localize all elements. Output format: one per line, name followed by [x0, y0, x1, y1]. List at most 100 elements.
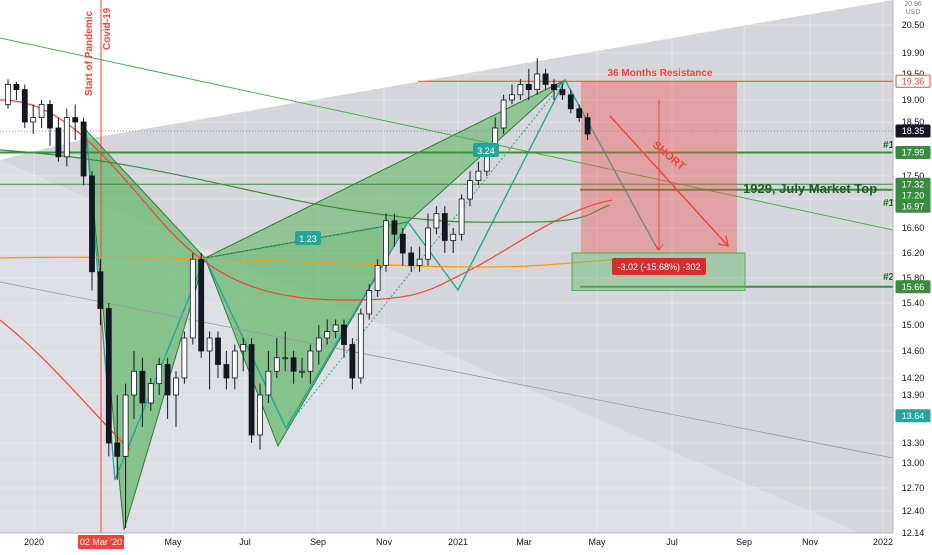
y-axis-currency: USD	[906, 9, 921, 16]
y-tick-label: 18.50	[902, 117, 925, 127]
y-tick-label: 14.20	[902, 373, 925, 383]
candle-4	[38, 100, 45, 128]
candle-body	[215, 337, 221, 365]
candle-44	[374, 259, 381, 297]
x-tick-label: Jul	[239, 537, 251, 547]
candle-14	[122, 383, 129, 528]
green-diagonal-trend	[0, 37, 893, 231]
candle-60	[509, 84, 515, 105]
candle-body	[576, 108, 583, 119]
price-tag-7	[895, 409, 931, 423]
candle-24	[206, 331, 213, 390]
candle-64	[542, 68, 549, 90]
candle-6	[55, 117, 62, 162]
candle-body	[416, 258, 423, 266]
ratio-1-label: 1.23	[299, 234, 317, 244]
candle-69	[584, 113, 591, 140]
candle-65	[551, 79, 557, 100]
price-tag-label: 13.64	[902, 411, 925, 421]
price-tag-1	[895, 124, 931, 138]
candle-body	[173, 377, 179, 396]
candle-body	[534, 73, 541, 91]
candle-23	[198, 253, 205, 358]
gray-diagonal-trend	[0, 281, 893, 459]
candle-41	[349, 338, 356, 390]
price-tag-label: 16.97	[902, 201, 925, 211]
candle-13	[114, 395, 121, 480]
price-tag-label: 17.99	[902, 147, 925, 157]
trend-lines	[0, 0, 893, 533]
candle-0	[5, 79, 11, 109]
candle-body	[131, 370, 137, 396]
ratio-1-badge	[295, 231, 321, 245]
candle-body	[156, 364, 163, 385]
candle-51	[433, 206, 440, 235]
candle-56	[475, 161, 482, 186]
price-tag-2	[895, 145, 931, 159]
candle-body	[189, 258, 196, 339]
candle-body	[332, 324, 339, 332]
candle-body	[223, 364, 230, 379]
candle-27	[231, 344, 238, 390]
candle-body	[559, 89, 566, 96]
candle-8	[72, 104, 79, 140]
y-tick-label: 16.20	[902, 248, 925, 258]
candle-body	[290, 357, 297, 372]
candle-32	[273, 338, 280, 378]
candle-body	[282, 357, 289, 360]
candle-body	[231, 350, 238, 379]
candle-body	[240, 344, 247, 352]
y-tick-label: 16.60	[902, 223, 925, 233]
candle-body	[458, 198, 465, 235]
ma-green	[0, 149, 611, 223]
candle-28	[240, 338, 247, 372]
candle-5	[47, 100, 53, 146]
y-tick-label: 12.70	[902, 483, 925, 493]
y-tick-label: 15.00	[902, 320, 925, 330]
candle-body	[105, 308, 112, 444]
y-tick-label: 17.50	[902, 171, 925, 181]
price-tag-label: 19.36	[902, 76, 925, 86]
price-tag-label: 17.32	[902, 179, 925, 189]
candle-body	[97, 271, 104, 309]
candle-body	[257, 394, 263, 436]
candle-body	[584, 117, 591, 135]
candle-body	[425, 227, 431, 260]
y-tick-label: 19.00	[902, 95, 925, 105]
candle-48	[408, 246, 415, 272]
candle-body	[21, 89, 28, 123]
candle-body	[366, 290, 373, 315]
candle-body	[181, 337, 188, 379]
candle-16	[139, 357, 146, 427]
candlesticks	[5, 58, 591, 528]
x-tick-label: 2020	[24, 537, 44, 547]
y-axis-panel[interactable]	[893, 0, 932, 550]
candle-body	[475, 170, 482, 181]
x-tick-label: 2021	[448, 537, 468, 547]
candle-body	[72, 117, 79, 123]
candle-38	[324, 319, 331, 345]
candle-34	[290, 351, 297, 384]
candle-12	[105, 303, 112, 457]
ratio-2-badge	[473, 143, 499, 157]
candle-body	[433, 213, 440, 229]
pattern-xab	[85, 128, 206, 531]
candle-1	[13, 81, 20, 100]
candle-26	[223, 351, 230, 390]
x-tick-label: Sep	[736, 537, 752, 547]
candle-45	[383, 213, 389, 272]
candle-20	[173, 371, 179, 427]
x-tick-label: Sep	[310, 537, 326, 547]
y-tick-label: 19.90	[902, 48, 925, 58]
candle-30	[257, 383, 263, 450]
candle-62	[525, 68, 532, 100]
price-tag-5	[895, 199, 931, 213]
candle-42	[357, 308, 364, 384]
candle-19	[164, 357, 171, 419]
y-tick-label: 15.40	[902, 298, 925, 308]
candle-11	[97, 259, 104, 325]
candle-body	[164, 364, 171, 396]
x-axis-panel[interactable]	[0, 533, 893, 550]
candle-body	[273, 357, 280, 372]
level-2-label: #2	[883, 272, 895, 283]
